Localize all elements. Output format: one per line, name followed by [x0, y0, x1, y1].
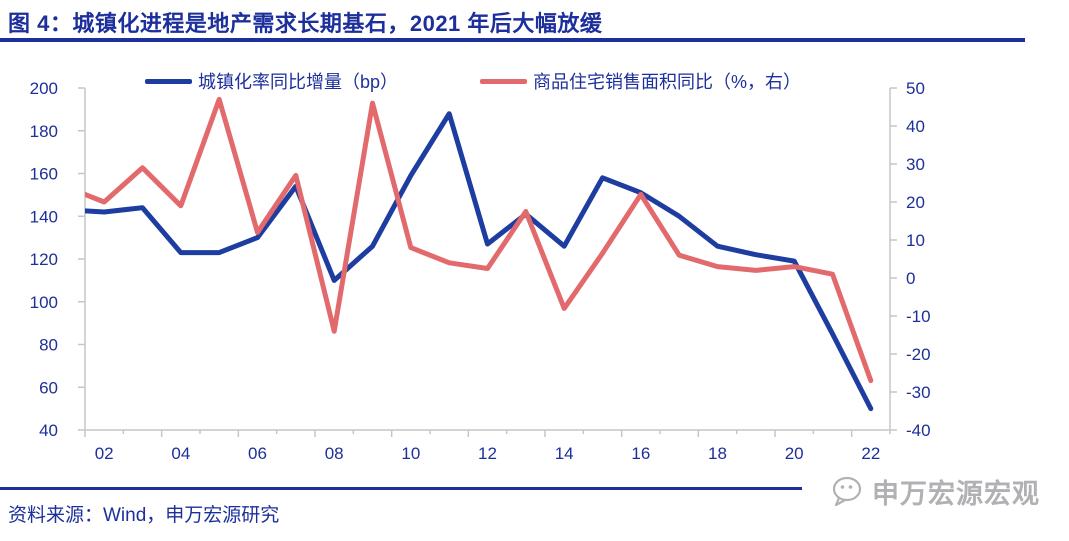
- svg-text:14: 14: [555, 444, 574, 463]
- svg-text:40: 40: [906, 117, 925, 136]
- svg-text:30: 30: [906, 155, 925, 174]
- svg-text:120: 120: [30, 250, 58, 269]
- svg-text:60: 60: [39, 378, 58, 397]
- svg-text:08: 08: [325, 444, 344, 463]
- chat-bubble-icon: [832, 476, 862, 506]
- svg-text:80: 80: [39, 336, 58, 355]
- svg-text:12: 12: [478, 444, 497, 463]
- brand-watermark: 申万宏源宏观: [830, 472, 1040, 511]
- legend-item-sales: 商品住宅销售面积同比（%，右）: [480, 68, 801, 94]
- footer-rule: [0, 487, 802, 490]
- brand-watermark-text: 申万宏源宏观: [872, 479, 1040, 509]
- svg-text:140: 140: [30, 207, 58, 226]
- svg-text:40: 40: [39, 421, 58, 440]
- svg-text:22: 22: [861, 444, 880, 463]
- svg-text:20: 20: [785, 444, 804, 463]
- svg-text:100: 100: [30, 293, 58, 312]
- svg-text:20: 20: [906, 193, 925, 212]
- svg-text:10: 10: [906, 231, 925, 250]
- legend-item-urbanization: 城镇化率同比增量（bp）: [145, 68, 398, 94]
- svg-text:160: 160: [30, 165, 58, 184]
- svg-text:10: 10: [401, 444, 420, 463]
- title-underline: [0, 38, 1025, 42]
- svg-text:04: 04: [171, 444, 190, 463]
- svg-text:16: 16: [631, 444, 650, 463]
- svg-text:02: 02: [95, 444, 114, 463]
- source-note: 资料来源：Wind，申万宏源研究: [8, 505, 280, 526]
- svg-text:0: 0: [906, 269, 915, 288]
- svg-text:06: 06: [248, 444, 267, 463]
- legend-label-sales: 商品住宅销售面积同比（%，右）: [533, 72, 802, 92]
- svg-text:180: 180: [30, 122, 58, 141]
- svg-text:200: 200: [30, 79, 58, 98]
- svg-text:-30: -30: [906, 383, 931, 402]
- red-line-swatch: [480, 78, 527, 84]
- svg-text:18: 18: [708, 444, 727, 463]
- svg-text:50: 50: [906, 79, 925, 98]
- svg-text:-20: -20: [906, 345, 931, 364]
- svg-text:-10: -10: [906, 307, 931, 326]
- svg-text:-40: -40: [906, 421, 931, 440]
- legend-label-urbanization: 城镇化率同比增量（bp）: [198, 72, 399, 92]
- chart-title: 图 4：城镇化进程是地产需求长期基石，2021 年后大幅放缓: [8, 11, 603, 36]
- blue-line-swatch: [145, 78, 192, 84]
